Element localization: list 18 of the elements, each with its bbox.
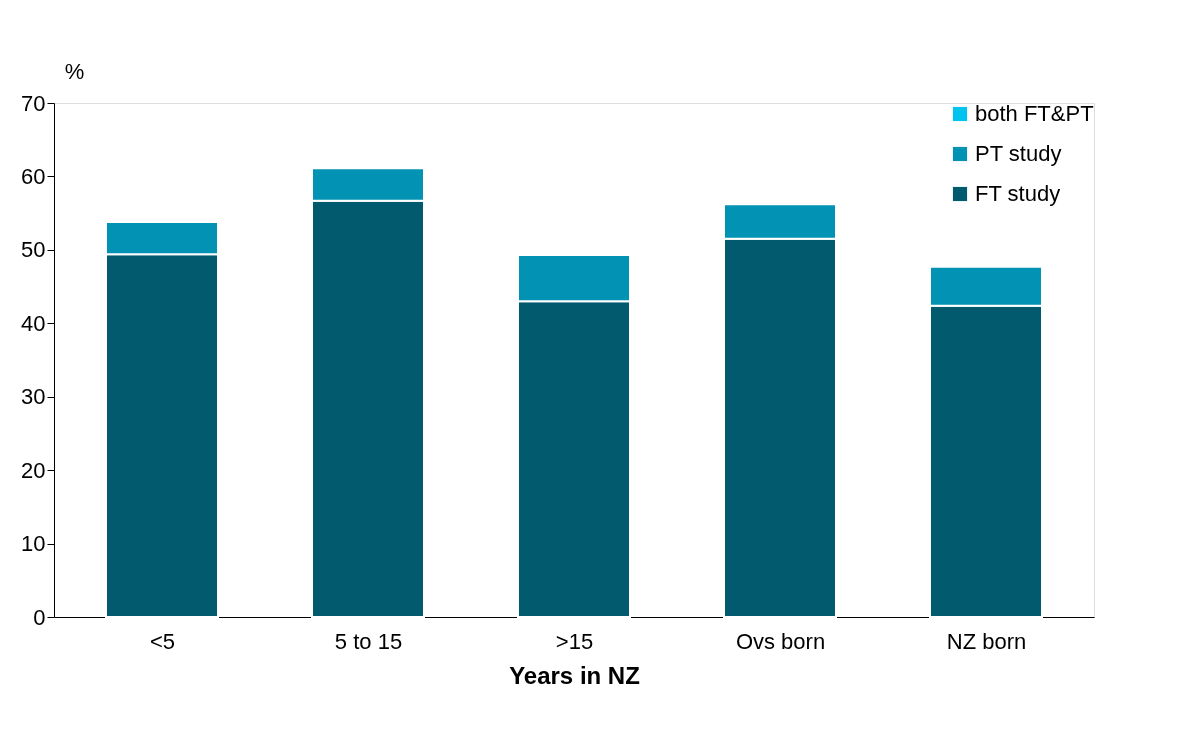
y-tick-label: 60: [21, 163, 46, 189]
x-tick-label: NZ born: [946, 628, 1027, 654]
legend-label: FT study: [975, 181, 1061, 206]
legend-label: PT study: [975, 141, 1062, 166]
y-tick-label: 30: [21, 384, 46, 410]
y-tick-label: 0: [33, 604, 46, 630]
y-tick-label: 50: [21, 237, 46, 263]
x-tick-label: 5 to 15: [334, 628, 403, 654]
y-tick-label: 70: [21, 90, 46, 116]
y-axis-title: %: [64, 58, 85, 84]
x-tick-label: >15: [555, 628, 594, 654]
x-tick-label: <5: [149, 628, 176, 654]
x-axis-title: Years in NZ: [509, 661, 640, 689]
y-tick-label: 10: [21, 531, 46, 557]
x-tick-label: Ovs born: [735, 628, 826, 654]
y-tick-label: 40: [21, 310, 46, 336]
y-tick-label: 20: [21, 457, 46, 483]
legend-label: both FT&PT: [975, 101, 1094, 126]
